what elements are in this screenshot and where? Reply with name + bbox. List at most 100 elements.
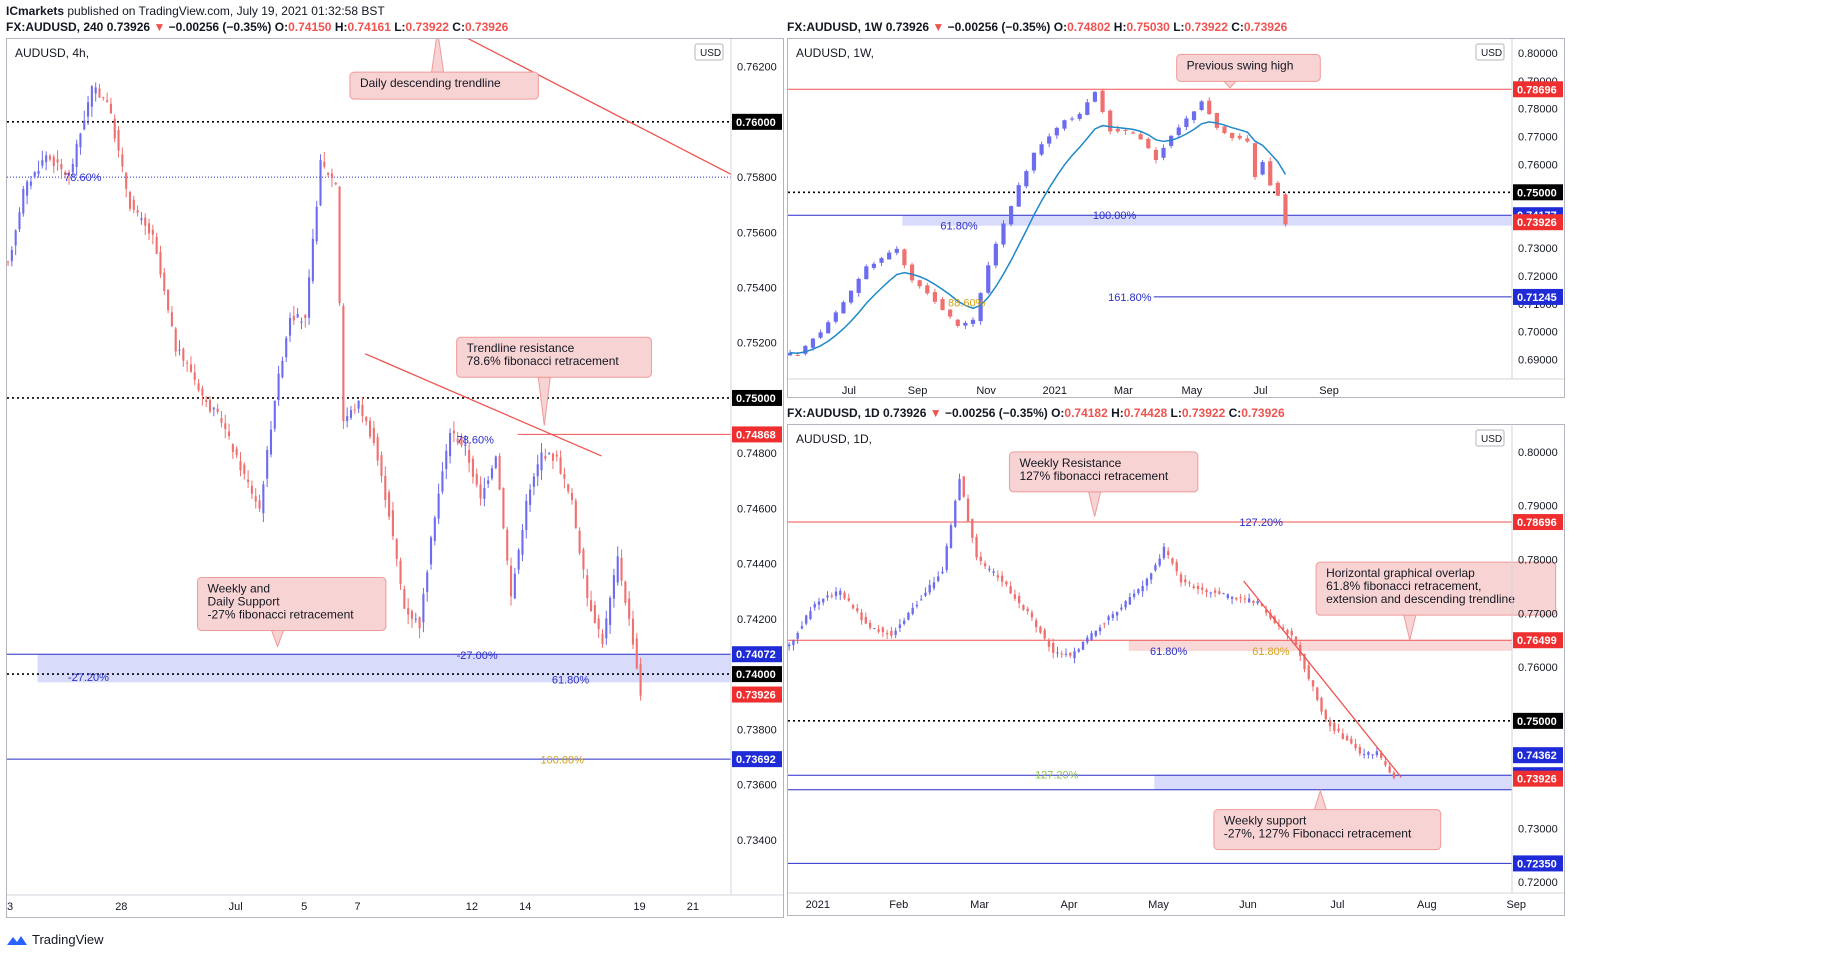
candle-body (216, 408, 219, 412)
candle-body (1222, 126, 1227, 134)
publisher-author[interactable]: ICmarkets (6, 4, 65, 18)
candle-body (1098, 627, 1102, 632)
candle-body (330, 173, 333, 178)
candle-body (414, 618, 417, 620)
price-label: 0.78696 (1517, 517, 1557, 529)
candle-body (1124, 601, 1127, 608)
candle-body (1137, 589, 1140, 594)
tradingview-brand[interactable]: TradingView (6, 932, 104, 947)
candle-body (1052, 643, 1055, 653)
callout-box (1213, 809, 1442, 851)
callout-text: Trendline resistance (467, 341, 575, 355)
candle-body (1184, 118, 1189, 128)
plot-area (788, 39, 1512, 379)
candle-body (881, 627, 885, 633)
candle-body (574, 500, 577, 529)
candle-body (1205, 589, 1208, 593)
candle-body (125, 172, 128, 189)
candle-body (563, 474, 566, 479)
support-zone (37, 654, 732, 683)
candle-body (1252, 600, 1255, 604)
candle-body (817, 601, 821, 605)
candle-body (48, 155, 52, 160)
candle-body (33, 172, 36, 177)
candle-body (224, 423, 227, 430)
price-tick-label: 0.77000 (1518, 608, 1558, 620)
candle-body (517, 549, 520, 570)
candle-body (208, 399, 212, 412)
candle-body (239, 461, 242, 471)
price-tick-label: 0.80000 (1518, 48, 1558, 60)
candle-body (1333, 722, 1336, 731)
price-tick-label: 0.77000 (1518, 132, 1558, 144)
candle-body (909, 264, 915, 281)
price-label: 0.74362 (1517, 750, 1557, 762)
chart-svg-1d[interactable]: 127.20% 61.80% 61.80% 127.20% Weekly Resista… (788, 425, 1564, 915)
currency-label: USD (1481, 434, 1502, 445)
candle-body (1120, 607, 1123, 610)
price-label: 0.73926 (1517, 217, 1557, 229)
candle-body (1069, 652, 1072, 656)
candle-body (848, 290, 854, 303)
time-tick-label: 23 (7, 901, 13, 913)
header-low: 0.73922 (405, 20, 449, 34)
header-high: 0.74428 (1123, 406, 1168, 420)
candle-body (37, 170, 40, 174)
candle-body (834, 591, 838, 596)
price-tick-label: 0.73000 (1518, 823, 1558, 835)
price-label-box (732, 426, 782, 443)
chart-svg-1w[interactable]: 61.80% 100.00% 161.80% 88.60% Previous swing… (788, 39, 1564, 397)
chart-panel-1w[interactable]: 61.80% 100.00% 161.80% 88.60% Previous swing… (787, 38, 1565, 398)
price-tick-label: 0.76000 (1518, 662, 1558, 674)
callout-text: 78.6% fibonacci retracement (467, 354, 620, 368)
callout-text: Weekly and (208, 581, 270, 595)
price-label-box (1513, 184, 1563, 201)
candle-body (877, 629, 880, 632)
candle-body (300, 321, 303, 323)
candle-body (949, 525, 953, 549)
candle-body (860, 612, 863, 621)
price-label-box (1513, 81, 1563, 98)
candle-body (292, 315, 295, 321)
candle-body (395, 539, 398, 559)
plot-area (7, 39, 731, 895)
candle-body (1150, 573, 1153, 580)
candle-body (1235, 597, 1238, 600)
candle-body (235, 448, 238, 456)
candle-body (586, 575, 589, 599)
candle-body (894, 248, 899, 253)
header-close-c: 0.73926 (464, 20, 509, 34)
candle-body (109, 103, 112, 114)
candle-body (1286, 629, 1289, 635)
candle-body (449, 433, 452, 457)
candle-body (1230, 597, 1234, 599)
chart-panel-4h[interactable]: 78.60% 78.60% -27.00% -27.20% 61.80% 100.00% D… (6, 38, 784, 918)
candle-body (201, 388, 204, 396)
candle-body (851, 605, 855, 609)
candle-body (1290, 630, 1293, 636)
candle-body (7, 261, 10, 263)
candle-body (494, 456, 497, 469)
candle-body (1209, 592, 1212, 594)
candle-body (1035, 620, 1038, 628)
candle-body (1375, 751, 1379, 756)
header-high: 0.74161 (347, 20, 391, 34)
candle-body (788, 644, 791, 647)
candle-body (1207, 100, 1212, 115)
candle-body (429, 537, 433, 565)
callout-text: 61.8% fibonacci retracement, (1326, 579, 1481, 593)
candle-body (285, 337, 288, 358)
candle-body (1392, 772, 1396, 778)
candle-body (915, 604, 919, 607)
candle-body (346, 416, 349, 421)
chart-svg-4h[interactable]: 78.60% 78.60% -27.00% -27.20% 61.80% 100.00% D… (7, 39, 783, 917)
candle-body (590, 600, 593, 612)
chart-panel-1d[interactable]: 127.20% 61.80% 61.80% 127.20% Weekly Resista… (787, 424, 1565, 916)
candle-body (45, 155, 48, 163)
candle-body (1354, 743, 1357, 749)
price-label-box (1513, 712, 1563, 729)
candle-body (1226, 594, 1230, 599)
candle-body (498, 456, 501, 490)
candle-body (1213, 590, 1217, 593)
candle-body (818, 332, 823, 338)
